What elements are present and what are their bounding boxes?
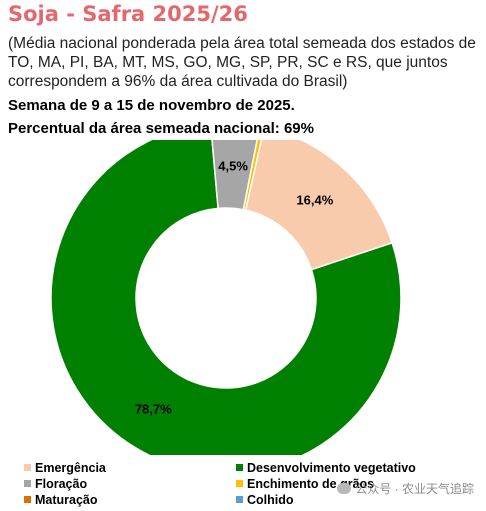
legend-swatch — [236, 480, 243, 487]
legend-swatch — [236, 496, 243, 503]
legend-swatch — [24, 464, 31, 471]
legend-item: Floração — [24, 476, 236, 491]
legend-item: Emergência — [24, 460, 236, 475]
watermark: 公众号 · 农业天气追踪 — [337, 480, 474, 497]
donut-chart: 16,4% 78,7% 4,5% — [50, 140, 402, 455]
legend-label: Emergência — [35, 460, 106, 475]
legend-label: Maturação — [35, 492, 98, 507]
legend-label: Colhido — [247, 492, 294, 507]
week-label: Semana de 9 a 15 de novembro de 2025. — [8, 97, 295, 114]
data-label: 78,7% — [135, 402, 172, 417]
data-label: 16,4% — [296, 193, 333, 208]
legend-label: Floração — [35, 476, 88, 491]
wechat-icon — [337, 483, 352, 494]
donut-slice — [242, 140, 263, 212]
legend-label: Desenvolvimento vegetativo — [247, 460, 416, 475]
legend-swatch — [24, 496, 31, 503]
chart-subtitle: (Média nacional ponderada pela área tota… — [8, 35, 476, 90]
data-label: 4,5% — [218, 159, 248, 174]
legend: Emergência Desenvolvimento vegetativo Fl… — [24, 460, 474, 507]
legend-item: Desenvolvimento vegetativo — [236, 460, 456, 475]
legend-swatch — [236, 464, 243, 471]
legend-swatch — [24, 480, 31, 487]
watermark-text: 公众号 · 农业天气追踪 — [355, 482, 474, 496]
chart-title: Soja - Safra 2025/26 — [8, 2, 248, 26]
legend-item: Maturação — [24, 492, 236, 507]
area-percent-label: Percentual da área semeada nacional: 69% — [8, 120, 314, 137]
donut-slice — [50, 140, 402, 455]
legend-item: Colhido — [236, 492, 456, 507]
donut-slice — [244, 140, 394, 271]
